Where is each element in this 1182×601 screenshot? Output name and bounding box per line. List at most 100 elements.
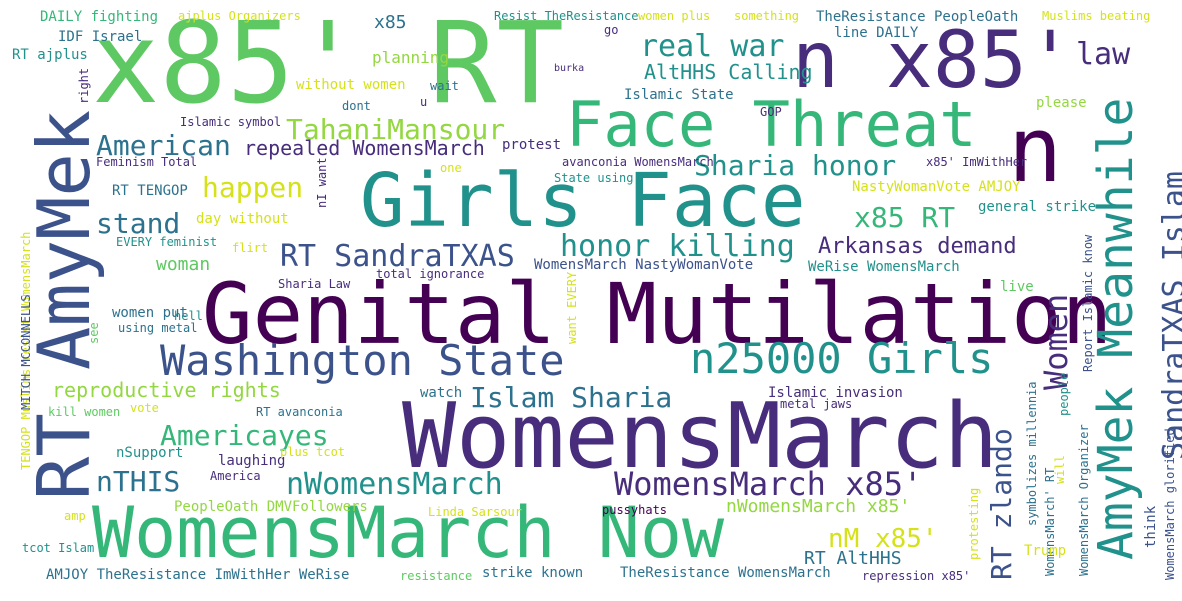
cloud-word: WomensMarch Now [92,492,725,574]
cloud-word: one [440,161,462,175]
cloud-word: nTHIS [96,465,181,498]
cloud-word: will [1053,455,1067,484]
cloud-word: nWomensMarch [286,467,503,502]
cloud-word: right [77,67,91,104]
cloud-word: Americayes [160,419,329,452]
cloud-word: Islamic symbol [180,115,282,129]
cloud-word: Islam Sharia [470,381,673,414]
cloud-word: symbolizes millennia [1025,381,1039,527]
cloud-word: WeRise WomensMarch [808,259,960,275]
cloud-word: PeopleOath DMVFollowers [174,499,368,515]
cloud-word: WomensMarch x85' [614,465,923,503]
cloud-word: ajplus Organizers [178,9,301,23]
cloud-word: plus tcot [280,445,346,459]
cloud-word: please [1036,95,1087,111]
cloud-word: nI want [315,157,329,208]
cloud-word: see [87,322,101,344]
cloud-word: RT AmyMek [22,109,106,500]
cloud-word: Feminism Total [96,155,198,169]
cloud-word: nSupport [116,445,184,461]
cloud-word: laughing [218,453,286,469]
cloud-word: IDF Israel [58,29,143,45]
cloud-word: DAILY fighting [40,9,159,25]
cloud-word: general strike [978,199,1097,215]
cloud-word: people [1057,372,1071,416]
cloud-word: TahaniMansour [286,113,506,146]
cloud-word: kill women [48,405,121,419]
cloud-word: without women [296,77,406,93]
cloud-word: law [1076,37,1131,72]
cloud-word: go [604,23,619,37]
cloud-word: live [1000,279,1034,295]
cloud-word: WomensMarch Organizer [1077,424,1091,576]
cloud-word: Girls Face [360,158,806,244]
cloud-word: TheResistance PeopleOath [816,9,1019,25]
cloud-word: Sharia Law [278,277,351,291]
cloud-word: women put [112,305,188,321]
cloud-word: RT SandraTXAS [280,239,515,274]
cloud-word: u [420,95,428,109]
cloud-word: nM x85' [828,524,938,554]
cloud-word: Trump [1024,543,1067,559]
cloud-word: burka [554,63,585,74]
cloud-word: WomensMarch glorified [1163,428,1177,580]
cloud-word: real war [640,29,785,64]
cloud-word: American [96,129,231,162]
cloud-word: stand [96,207,181,240]
cloud-word: RT zlando [985,428,1018,580]
cloud-word: want EVERY [565,271,579,344]
cloud-word: Report Islamic know [1081,234,1095,372]
cloud-word: tcot Islam [22,541,95,555]
cloud-word: reproductive rights [52,378,281,402]
cloud-word: using metal [118,321,198,335]
cloud-word: happen [202,171,304,204]
cloud-word: strike known [482,565,584,581]
cloud-word: wait [430,79,459,93]
cloud-word: day without [196,211,289,227]
cloud-word: x85 RT [854,201,956,234]
cloud-word: RT TENGOP [112,183,188,199]
cloud-word: RT ajplus [12,47,88,63]
cloud-word: think [1143,505,1159,548]
cloud-word: AltHHS Calling [644,60,813,84]
cloud-word: EVERY feminist [116,235,218,249]
cloud-word: Sharia honor [694,149,897,182]
cloud-word: hell [174,309,203,323]
cloud-word: watch [420,385,463,401]
cloud-word: WomensMarch NastyWomanVote [534,257,754,273]
cloud-word: flirt [232,241,269,255]
cloud-word: total ignorance [376,267,485,281]
cloud-word: Resist TheResistance [494,9,639,23]
cloud-word: line DAILY [834,25,919,41]
cloud-word: RT AltHHS [804,548,902,569]
cloud-word: AMJOY TheResistance ImWithHer WeRise [46,567,350,583]
cloud-word: amp [64,509,86,523]
cloud-word: nWomensMarch x85' [726,496,911,517]
cloud-word: Arkansas demand [818,234,1017,259]
cloud-word: n25000 Girls [690,334,994,383]
cloud-word: WomensMarch [402,384,999,489]
cloud-word: State using [554,171,634,185]
cloud-word: RT avanconia [256,405,343,419]
cloud-word: n x85' [792,16,1074,106]
cloud-word: avanconia WomensMarch [562,155,714,169]
cloud-word: x85' RT [92,0,565,129]
cloud-word: NastyWomanVote AMJOY [852,179,1021,195]
cloud-word: MITCH MCCONNELLS [19,294,33,410]
cloud-word: Face Threat [566,88,977,161]
cloud-word: woman [156,254,211,275]
cloud-word: honor killing [560,229,795,264]
cloud-word: x85 [374,12,407,33]
cloud-word: protesting [967,487,981,560]
cloud-word: n [1008,98,1063,203]
cloud-word: America [210,469,261,483]
cloud-word: TheResistance WomensMarch [620,565,831,581]
cloud-word: x85' ImWithHer [926,155,1028,169]
cloud-word: repression x85' [862,569,971,583]
cloud-word: something [734,9,800,23]
cloud-word: Washington State [160,336,565,385]
cloud-word: women plus [638,9,711,23]
cloud-word: AmyMek Meanwhile [1088,97,1144,560]
cloud-word: pussyhats [602,503,668,517]
